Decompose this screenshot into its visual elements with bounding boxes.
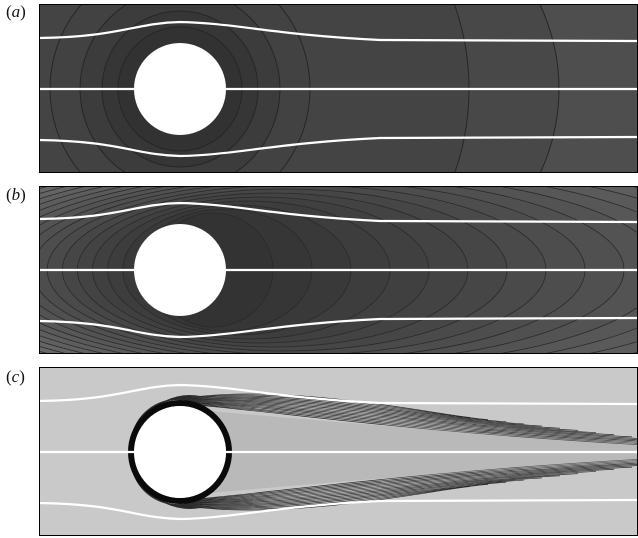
panel-a-plot xyxy=(39,4,638,173)
panel-b xyxy=(39,186,638,354)
contour-line xyxy=(130,451,638,505)
contour-line xyxy=(130,399,638,453)
panel-a-label: (a) xyxy=(6,2,26,21)
panel-b-plot xyxy=(39,186,638,354)
cylinder-obstacle xyxy=(134,406,226,498)
panel-c-plot xyxy=(39,367,638,536)
panel-c xyxy=(39,367,638,536)
panel-c-label: (c) xyxy=(6,367,25,386)
streamline-lower xyxy=(39,135,638,158)
streamline-upper xyxy=(39,383,638,406)
cylinder-obstacle xyxy=(134,43,226,135)
streamline-lower xyxy=(39,316,638,339)
streamline-lower xyxy=(39,498,638,521)
streamline-upper xyxy=(39,201,638,224)
panel-a xyxy=(39,4,638,173)
panel-b-label: (b) xyxy=(6,185,26,204)
cylinder-obstacle xyxy=(134,224,226,316)
streamline-upper xyxy=(39,20,638,43)
